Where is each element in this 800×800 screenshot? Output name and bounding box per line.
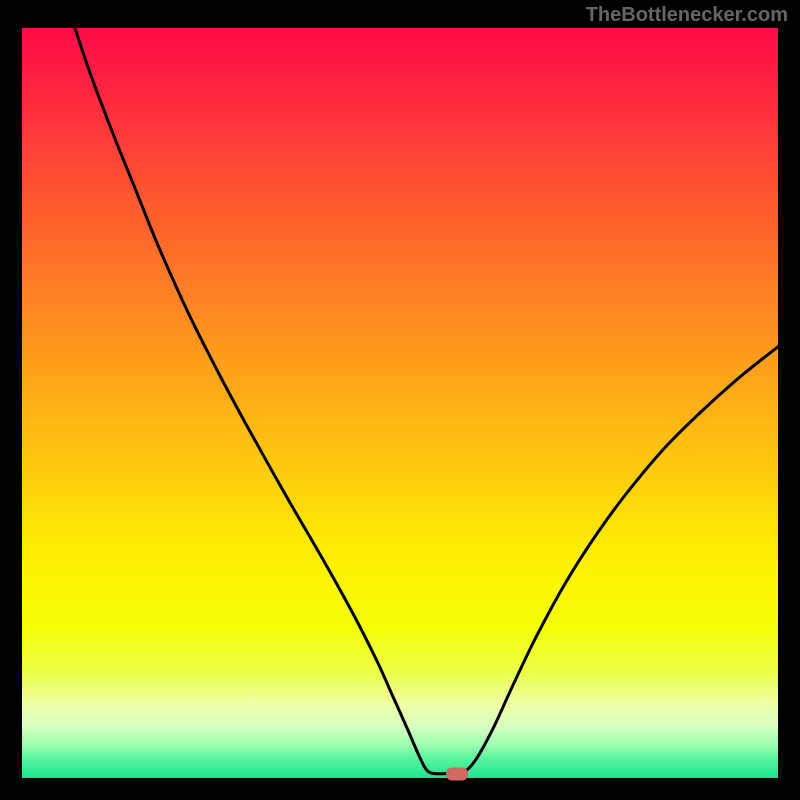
plot-area [22,28,778,778]
chart-container: TheBottlenecker.com [0,0,800,800]
plot-svg [22,28,778,778]
watermark-text: TheBottlenecker.com [586,4,788,27]
plot-background [22,28,778,778]
optimal-point-marker [446,767,468,780]
